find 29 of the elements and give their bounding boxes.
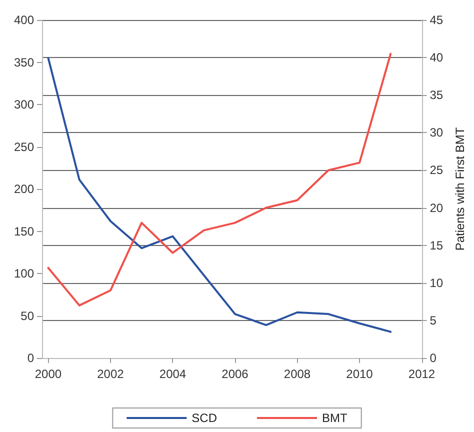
x-tick-label: 2002 (97, 367, 124, 381)
x-tick-label: 2012 (408, 367, 436, 381)
x-tick-label: 2000 (34, 367, 62, 381)
y2-tick-label: 25 (430, 163, 444, 178)
y-tick-label: 50 (20, 308, 34, 323)
y-tick-label: 400 (14, 13, 34, 27)
y2-tick-label: 5 (430, 313, 437, 328)
y-tick-label: 250 (14, 140, 34, 154)
legend-label: SCD (192, 411, 218, 425)
y2-tick-label: 15 (430, 238, 444, 252)
y2-tick-label: 35 (430, 88, 444, 102)
x-tick-label: 2006 (222, 367, 249, 381)
y2-axis-title: Patients with First BMT (453, 126, 467, 251)
y2-tick-label: 10 (430, 276, 444, 290)
y2-tick-label: 20 (430, 200, 444, 215)
legend-label: BMT (322, 411, 348, 425)
y-tick-label: 100 (14, 266, 34, 280)
y-tick-label: 350 (14, 55, 34, 70)
y2-tick-label: 30 (430, 126, 444, 140)
y-tick-label: 200 (14, 182, 34, 196)
y2-tick-label: 0 (430, 351, 437, 365)
y-tick-label: 300 (14, 98, 34, 112)
x-tick-label: 2008 (284, 367, 311, 381)
x-tick-label: 2004 (159, 367, 186, 381)
y2-tick-label: 40 (430, 50, 444, 65)
x-tick-label: 2010 (346, 367, 374, 381)
y-tick-label: 0 (27, 351, 34, 365)
y-tick-label: 150 (14, 224, 34, 238)
y2-tick-label: 45 (430, 13, 444, 27)
